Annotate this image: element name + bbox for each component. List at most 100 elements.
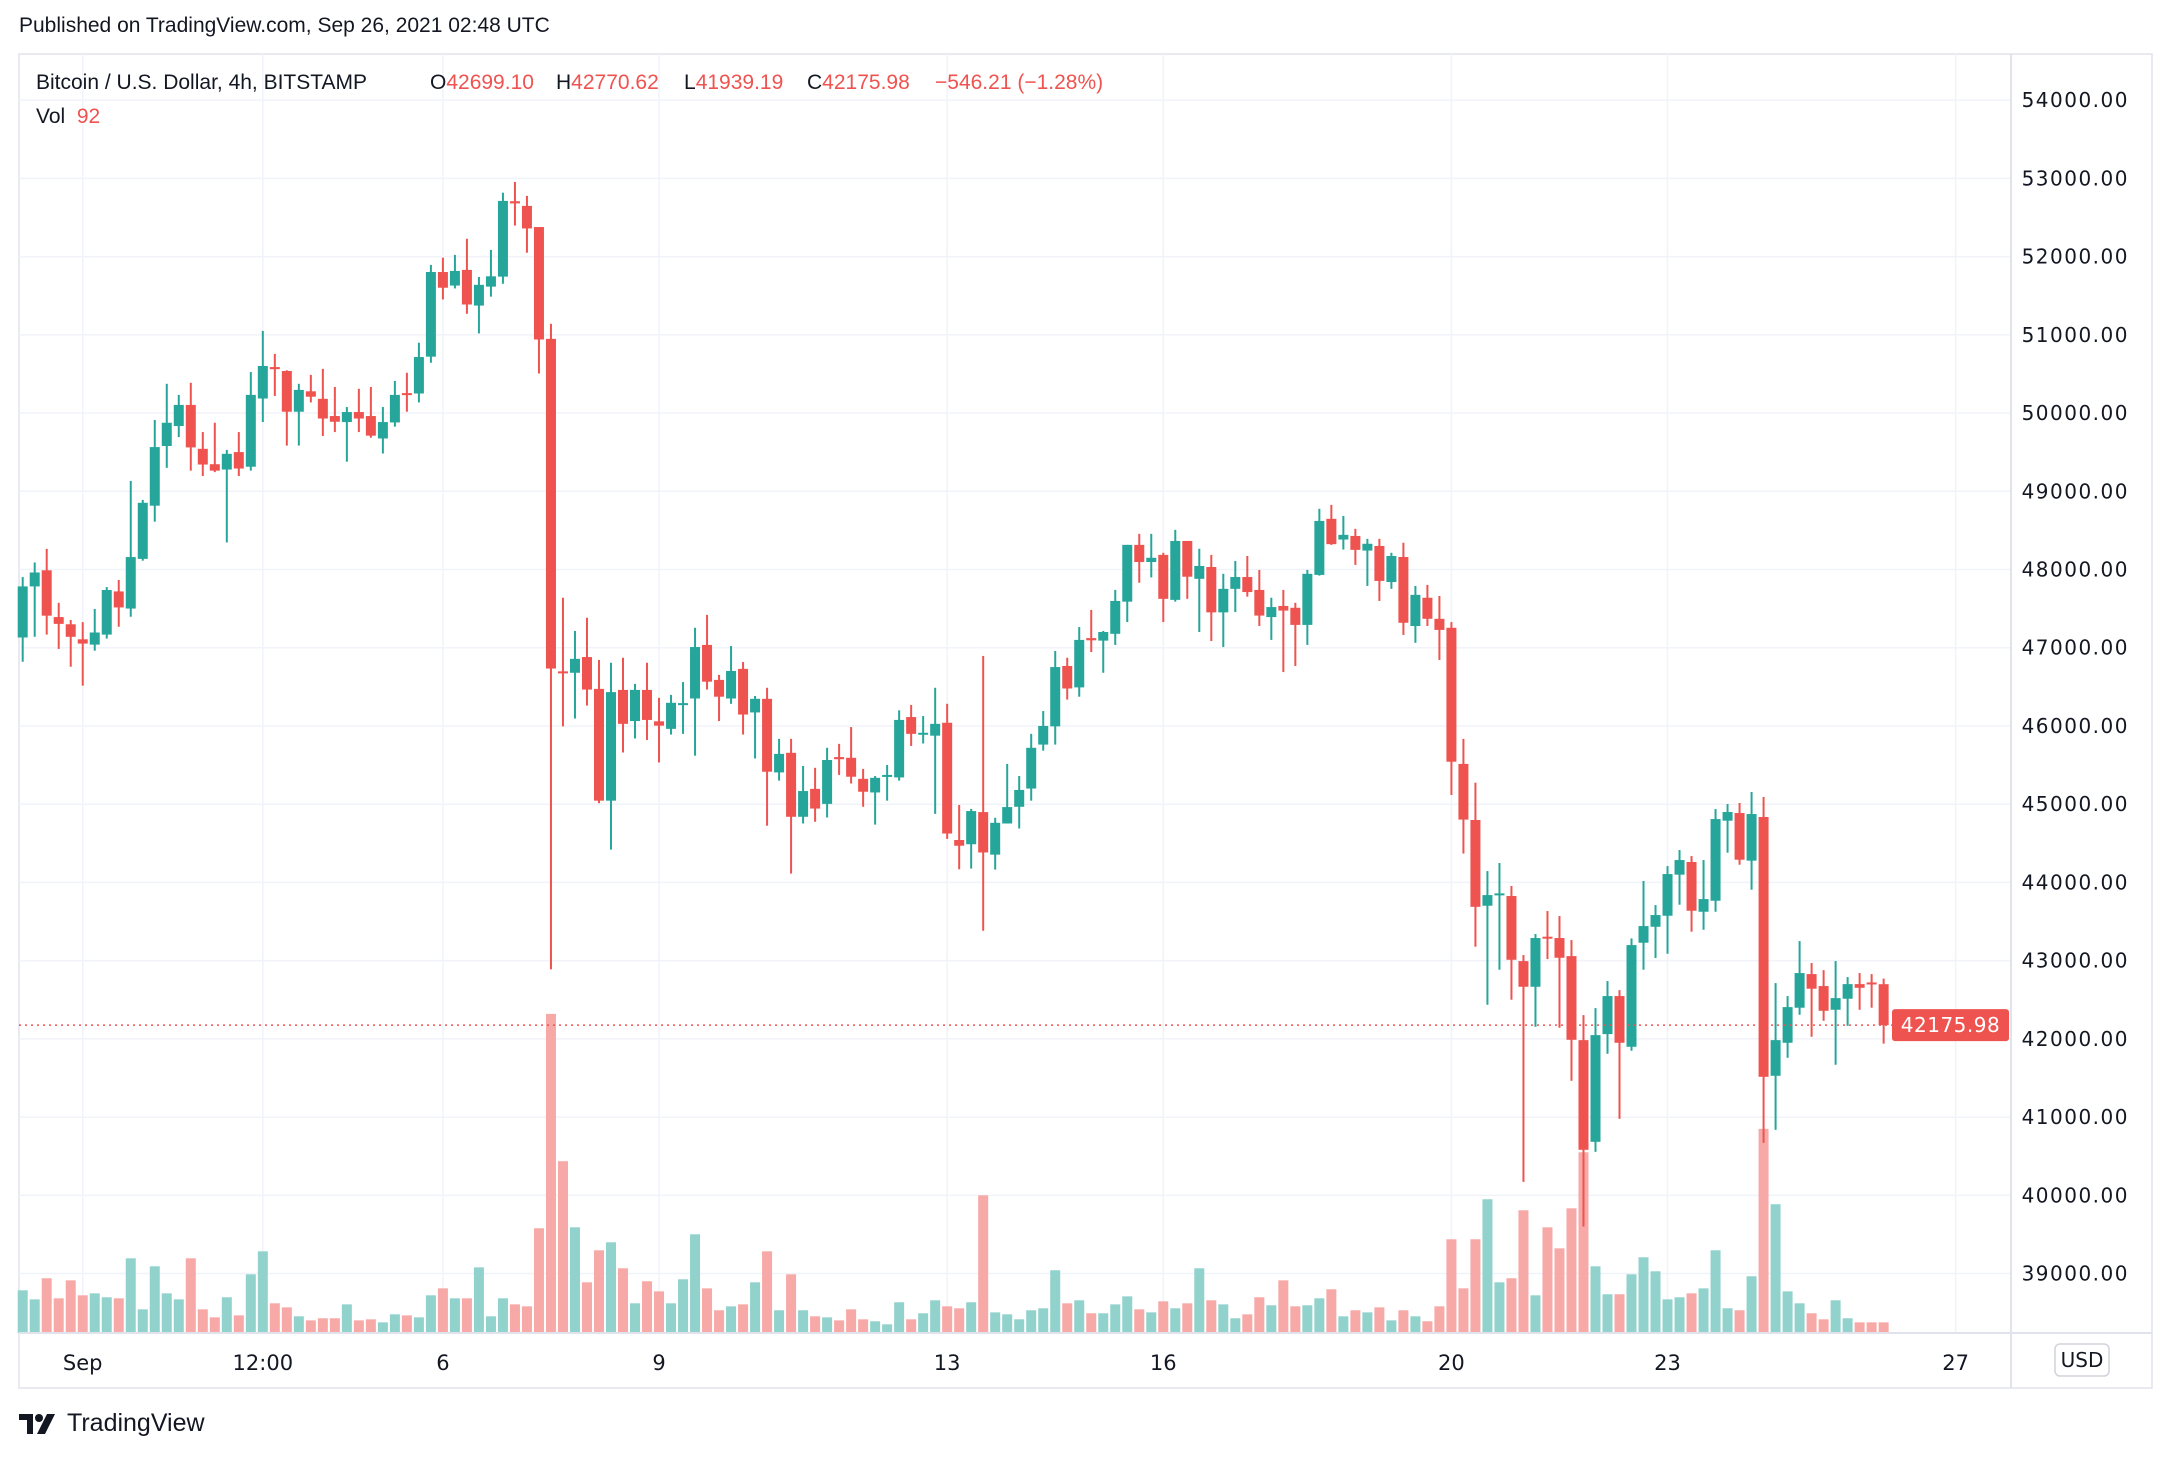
volume-bar-up <box>1602 1294 1613 1333</box>
candle-body <box>473 284 484 306</box>
price-axis-label: 54000.00 <box>2022 88 2129 112</box>
candle-body <box>894 719 905 778</box>
volume-bar-down <box>1350 1310 1361 1333</box>
candle-up <box>1050 651 1061 745</box>
volume-bar-down <box>53 1298 64 1333</box>
volume-bar-up <box>1794 1303 1805 1333</box>
price-axis-label: 51000.00 <box>2022 323 2129 347</box>
volume-bar-down <box>846 1309 857 1333</box>
candle-body <box>353 412 364 419</box>
candle-down <box>1878 978 1889 1044</box>
volume-bar-down <box>1398 1310 1409 1333</box>
candle-body <box>954 840 965 846</box>
candle-up <box>125 480 136 617</box>
candle-wick <box>57 602 60 649</box>
volume-bar-up <box>630 1303 641 1333</box>
currency-button-label[interactable]: USD <box>2061 1348 2104 1372</box>
candle-body <box>762 698 773 772</box>
currency-button-bg[interactable] <box>2054 1343 2110 1377</box>
candle-body <box>329 416 340 422</box>
candle-body <box>245 394 256 467</box>
candle-down <box>1554 916 1565 1028</box>
volume-bar-up <box>750 1282 761 1333</box>
candle-up <box>774 738 785 781</box>
candle-down <box>1134 533 1145 583</box>
volume-bar-up <box>1746 1276 1757 1333</box>
volume-bar-up <box>1146 1312 1157 1333</box>
candle-down <box>1290 602 1301 666</box>
legend-open-label: O <box>430 71 447 94</box>
candle-body <box>1110 600 1121 634</box>
candle-up <box>89 608 100 651</box>
candle-down <box>533 227 544 374</box>
volume-bar-up <box>1650 1271 1661 1333</box>
candle-body <box>281 370 292 412</box>
volume-bar-up <box>1194 1268 1205 1333</box>
time-axis[interactable] <box>19 1334 2011 1388</box>
candle-up <box>1098 630 1109 673</box>
candle-down <box>401 372 412 412</box>
volume-bar-down <box>1254 1297 1265 1333</box>
candle-up <box>497 192 508 284</box>
candle-wick <box>1702 860 1705 930</box>
candle-body <box>1698 899 1709 912</box>
candle-up <box>1014 776 1025 829</box>
volume-bar-down <box>1470 1239 1481 1333</box>
candle-up <box>1698 860 1709 930</box>
candle-down <box>1734 803 1745 865</box>
currency-button[interactable]: USD <box>2054 1343 2110 1377</box>
candle-down <box>1758 796 1769 1143</box>
volume-bar-down <box>317 1318 328 1333</box>
candle-body <box>1158 554 1169 599</box>
volume-bar-up <box>1410 1316 1421 1333</box>
candle-wick <box>1642 881 1645 970</box>
chart-pane[interactable] <box>19 54 2011 1333</box>
volume-bar-up <box>413 1317 424 1333</box>
candle-body <box>1218 588 1229 613</box>
volume-bar-down <box>1818 1319 1829 1333</box>
candle-up <box>389 380 400 427</box>
candle-wick <box>1498 863 1501 970</box>
candle-up <box>726 646 737 704</box>
candle-down <box>1374 538 1385 601</box>
candle-body <box>678 703 689 706</box>
volume-bar-down <box>954 1308 965 1333</box>
legend-open-value: 42699.10 <box>446 71 534 94</box>
candle-wick <box>1522 955 1525 1182</box>
candle-up <box>1146 533 1157 578</box>
candle-body <box>1866 982 1877 985</box>
price-axis-label: 44000.00 <box>2022 870 2129 894</box>
volume-bar-down <box>1566 1208 1577 1333</box>
candle-body <box>1482 895 1493 906</box>
candle-down <box>1578 1015 1589 1227</box>
tradingview-logo[interactable]: TradingView <box>19 1409 205 1438</box>
candle-down <box>642 662 653 740</box>
volume-bar-up <box>1770 1204 1781 1333</box>
candle-body <box>1530 938 1541 987</box>
volume-bar-down <box>1866 1322 1877 1333</box>
candle-up <box>1674 850 1685 905</box>
candle-body <box>65 624 76 637</box>
candle-up <box>630 683 641 739</box>
candle-wick <box>297 383 300 446</box>
legend-low-value: 41939.19 <box>695 71 784 94</box>
candle-down <box>1158 552 1169 623</box>
volume-bar-up <box>1722 1308 1733 1333</box>
candle-wick <box>982 655 985 931</box>
candle-down <box>654 697 665 763</box>
volume-bar-down <box>185 1258 196 1333</box>
candle-up <box>1038 711 1049 751</box>
candle-wick <box>922 716 925 744</box>
volume-bar-down <box>305 1320 316 1333</box>
candle-body <box>1206 567 1217 613</box>
volume-bar-down <box>437 1288 448 1333</box>
price-axis-label: 39000.00 <box>2022 1262 2129 1286</box>
price-axis-label: 42000.00 <box>2022 1027 2129 1051</box>
volume-bar-down <box>642 1281 653 1333</box>
candle-wick <box>345 407 348 462</box>
volume-bar-up <box>221 1297 232 1333</box>
candle-body <box>714 679 725 697</box>
candle-up <box>1074 627 1085 697</box>
candle-body <box>1878 984 1889 1026</box>
candle-up <box>29 562 40 637</box>
